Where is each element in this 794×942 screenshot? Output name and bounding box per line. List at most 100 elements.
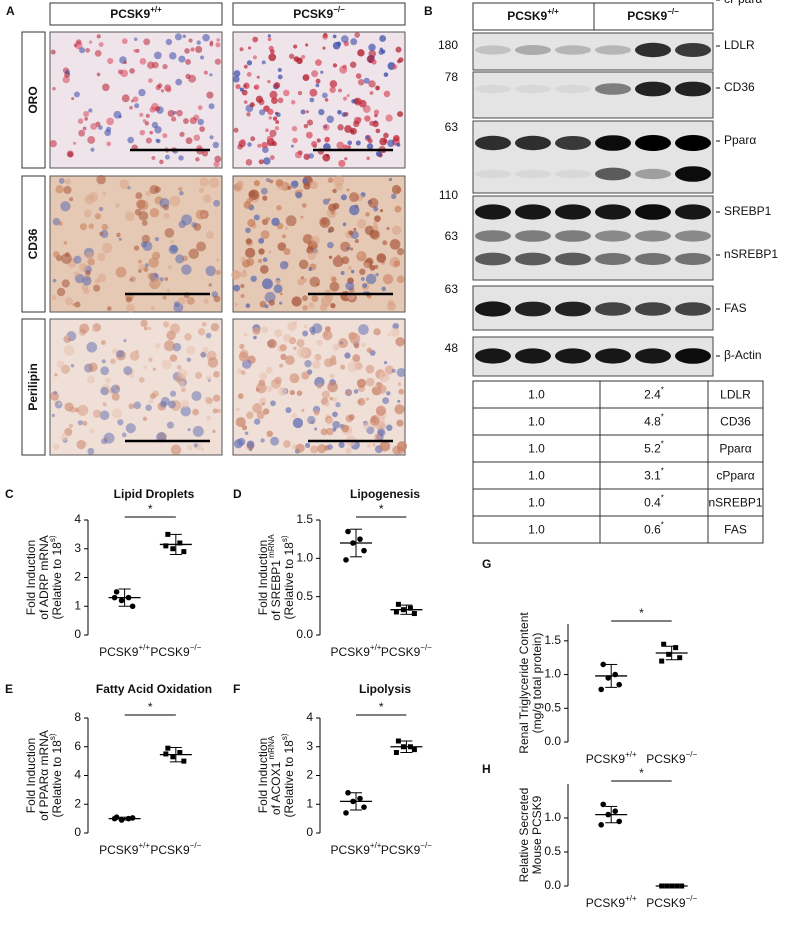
cell <box>259 397 267 405</box>
cell <box>386 226 390 231</box>
band <box>555 301 591 317</box>
cell <box>153 51 162 60</box>
cell <box>76 39 82 45</box>
cell <box>261 402 265 406</box>
cell <box>163 340 175 352</box>
cell <box>277 67 282 73</box>
cell <box>368 80 376 88</box>
cell <box>315 59 322 66</box>
cell <box>143 266 149 272</box>
cell <box>195 157 200 162</box>
cell <box>390 327 400 338</box>
cell <box>160 89 165 93</box>
cell <box>246 440 255 449</box>
molecular-weight: 48 <box>445 341 459 355</box>
cell <box>340 194 347 201</box>
cell <box>266 430 273 438</box>
data-point <box>165 531 171 537</box>
micrograph <box>232 31 406 169</box>
cell <box>277 97 284 104</box>
cell <box>168 244 179 255</box>
y-tick-label: 0 <box>74 825 81 839</box>
cell <box>153 278 162 287</box>
cell <box>292 320 297 325</box>
cell <box>296 57 303 65</box>
band <box>675 81 711 97</box>
cell <box>237 393 244 400</box>
cell <box>394 205 402 213</box>
cell <box>101 359 106 364</box>
x-tick-label: PCSK9+/+ <box>586 750 637 766</box>
cell <box>98 206 104 212</box>
cell <box>239 87 244 92</box>
cell <box>74 271 80 277</box>
cell <box>129 68 135 74</box>
cell <box>301 203 307 208</box>
cell <box>56 287 66 297</box>
cell <box>164 154 170 160</box>
blot-bg <box>472 336 714 377</box>
cell <box>340 35 349 43</box>
cell <box>290 100 296 105</box>
band <box>555 169 591 179</box>
cell <box>178 155 184 161</box>
cell <box>89 428 95 434</box>
molecular-weight: 63 <box>445 282 459 296</box>
cell <box>316 339 323 346</box>
cell <box>162 295 167 300</box>
cell <box>159 159 164 165</box>
cell <box>101 223 109 231</box>
band <box>475 230 511 242</box>
cell <box>269 49 275 54</box>
cell <box>102 402 107 407</box>
cell <box>336 141 345 150</box>
cell <box>202 33 210 42</box>
cell <box>260 187 268 195</box>
cell <box>163 212 170 219</box>
cell <box>130 99 134 103</box>
cell <box>315 83 320 88</box>
cell <box>340 271 345 275</box>
cell <box>373 221 378 226</box>
cell <box>61 279 70 288</box>
table-cell: 1.0 <box>528 442 545 456</box>
cell <box>302 305 308 311</box>
data-point <box>170 546 176 552</box>
cell <box>88 223 95 229</box>
cell <box>170 444 182 456</box>
cell <box>358 99 367 108</box>
data-point <box>163 543 169 549</box>
cell <box>382 138 388 144</box>
cell <box>121 38 128 45</box>
cell <box>89 40 93 44</box>
cell <box>288 53 295 59</box>
band-label: FAS <box>724 301 747 315</box>
cell <box>90 123 98 130</box>
cell <box>384 365 394 375</box>
cell <box>283 248 291 256</box>
cell <box>82 420 88 426</box>
y-tick-label: 8 <box>74 710 81 724</box>
band <box>555 204 591 220</box>
cell <box>135 48 140 53</box>
cell <box>148 357 153 362</box>
cell <box>147 272 155 280</box>
micrograph <box>232 318 408 456</box>
band-label: LDLR <box>724 38 755 52</box>
cell <box>84 117 88 121</box>
cell <box>332 420 341 429</box>
cell <box>387 139 395 148</box>
y-axis-label: Mouse PCSK9 <box>530 795 544 874</box>
cell <box>305 131 313 139</box>
cell <box>143 365 148 370</box>
cell <box>117 69 123 75</box>
cell <box>285 355 295 366</box>
cell <box>193 443 198 448</box>
data-point <box>659 883 665 889</box>
cell <box>253 214 260 221</box>
cell <box>117 419 124 426</box>
cell <box>389 239 401 250</box>
cell <box>342 144 348 150</box>
cell <box>111 392 120 401</box>
band <box>475 169 511 179</box>
